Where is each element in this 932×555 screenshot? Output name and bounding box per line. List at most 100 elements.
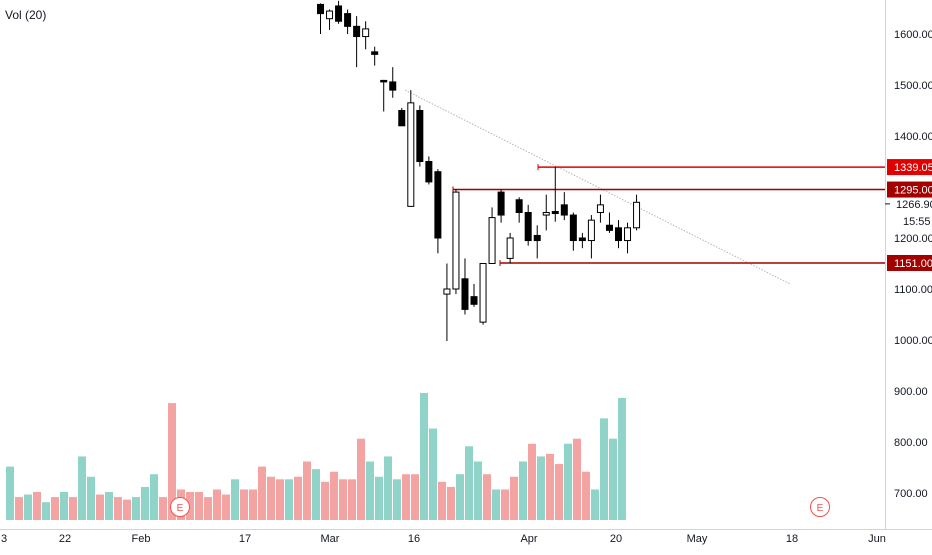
- volume-bar: [222, 494, 230, 520]
- candle: [524, 204, 532, 246]
- volume-bar: [438, 481, 446, 520]
- candle-body: [551, 210, 559, 215]
- earnings-marker: E: [810, 497, 830, 517]
- volume-bar: [285, 479, 293, 520]
- candle-body: [497, 191, 505, 216]
- volume-bar: [123, 499, 131, 520]
- countdown-label: 15:55: [903, 216, 931, 228]
- candle: [353, 16, 361, 68]
- volume-bar: [384, 456, 392, 520]
- volume-bar: [591, 489, 599, 520]
- volume-bar: [6, 466, 14, 520]
- candle-body: [317, 3, 324, 15]
- candle-body: [344, 13, 352, 27]
- candle-body: [416, 110, 424, 162]
- volume-bar: [96, 494, 104, 520]
- volume-bar: [60, 492, 68, 520]
- earnings-label: E: [177, 503, 184, 514]
- volume-bar: [429, 428, 437, 520]
- time-tick-label: Jun: [868, 533, 886, 545]
- current-price-label: 1266.90: [896, 199, 932, 211]
- level-price-label: 1151.00: [894, 258, 932, 270]
- volume-bar: [465, 446, 473, 520]
- volume-bar: [330, 471, 338, 520]
- candle: [461, 258, 469, 315]
- volume-bar: [519, 461, 527, 520]
- volume-bar: [141, 486, 149, 520]
- candle: [515, 197, 523, 223]
- volume-bar: [321, 481, 329, 520]
- volume-bar: [420, 392, 428, 520]
- volume-bar: [312, 469, 320, 520]
- volume-bar: [51, 497, 59, 520]
- volume-bar: [258, 466, 266, 520]
- candle-body: [587, 219, 595, 242]
- candle-body: [452, 191, 460, 290]
- price-tick-label: 900.00: [894, 386, 928, 398]
- volume-bar: [564, 443, 572, 520]
- price-tick-label: 1200.00: [894, 233, 932, 245]
- candle: [542, 194, 550, 231]
- earnings-label: E: [817, 503, 824, 514]
- volume-bar: [42, 502, 50, 520]
- volume-bar: [114, 497, 122, 520]
- time-tick-label: Feb: [132, 533, 151, 545]
- candle-body: [596, 204, 604, 214]
- volume-bar: [402, 474, 410, 520]
- time-tick-label: May: [687, 533, 708, 545]
- candle-body: [533, 234, 541, 242]
- candle: [614, 220, 622, 249]
- candle-body: [624, 227, 632, 242]
- price-tick-label: 800.00: [894, 437, 928, 449]
- level-price-tag: [887, 159, 932, 176]
- candle: [578, 232, 586, 249]
- volume-bar: [159, 497, 167, 520]
- candle-body: [614, 227, 622, 242]
- earnings-circle: [810, 497, 830, 517]
- candle: [434, 169, 442, 254]
- trend-line: [404, 89, 791, 285]
- candle: [398, 107, 406, 127]
- volume-bar: [573, 438, 581, 520]
- volume-bar: [609, 438, 617, 520]
- volume-bar: [168, 403, 176, 520]
- time-tick-label: 17: [239, 533, 251, 545]
- candle-body: [425, 161, 433, 183]
- volume-bar: [339, 479, 347, 520]
- candle: [479, 263, 487, 325]
- candle: [443, 263, 451, 342]
- candle-body: [371, 51, 379, 55]
- volume-bar: [366, 461, 374, 520]
- candle-body: [633, 201, 641, 229]
- volume-bar: [303, 461, 311, 520]
- volume-bar: [375, 476, 383, 520]
- time-tick-label: Apr: [520, 533, 537, 545]
- candle-body: [434, 171, 442, 239]
- volume-bar: [483, 474, 491, 520]
- volume-bar: [33, 492, 41, 520]
- volume-bar: [447, 486, 455, 520]
- candle: [587, 215, 595, 259]
- volume-bar: [105, 492, 113, 520]
- time-tick-label: Mar: [321, 533, 340, 545]
- volume-bar: [186, 492, 194, 520]
- volume-bar: [357, 438, 365, 520]
- candle: [452, 189, 460, 295]
- level-price-tag: [887, 254, 932, 271]
- candle: [335, 0, 343, 24]
- earnings-marker: E: [170, 497, 190, 517]
- candle-body: [506, 237, 514, 259]
- volume-bar: [240, 489, 248, 520]
- time-tick-label: 18: [786, 533, 798, 545]
- candle-body: [353, 25, 361, 38]
- candle-body: [398, 110, 406, 127]
- candle: [362, 21, 370, 50]
- candle-body: [488, 217, 496, 265]
- candle-body: [569, 214, 577, 242]
- indicator-label[interactable]: Vol (20): [5, 8, 47, 22]
- candle: [317, 3, 324, 34]
- volume-bar: [69, 497, 77, 520]
- price-tick-label: 1600.00: [894, 29, 932, 41]
